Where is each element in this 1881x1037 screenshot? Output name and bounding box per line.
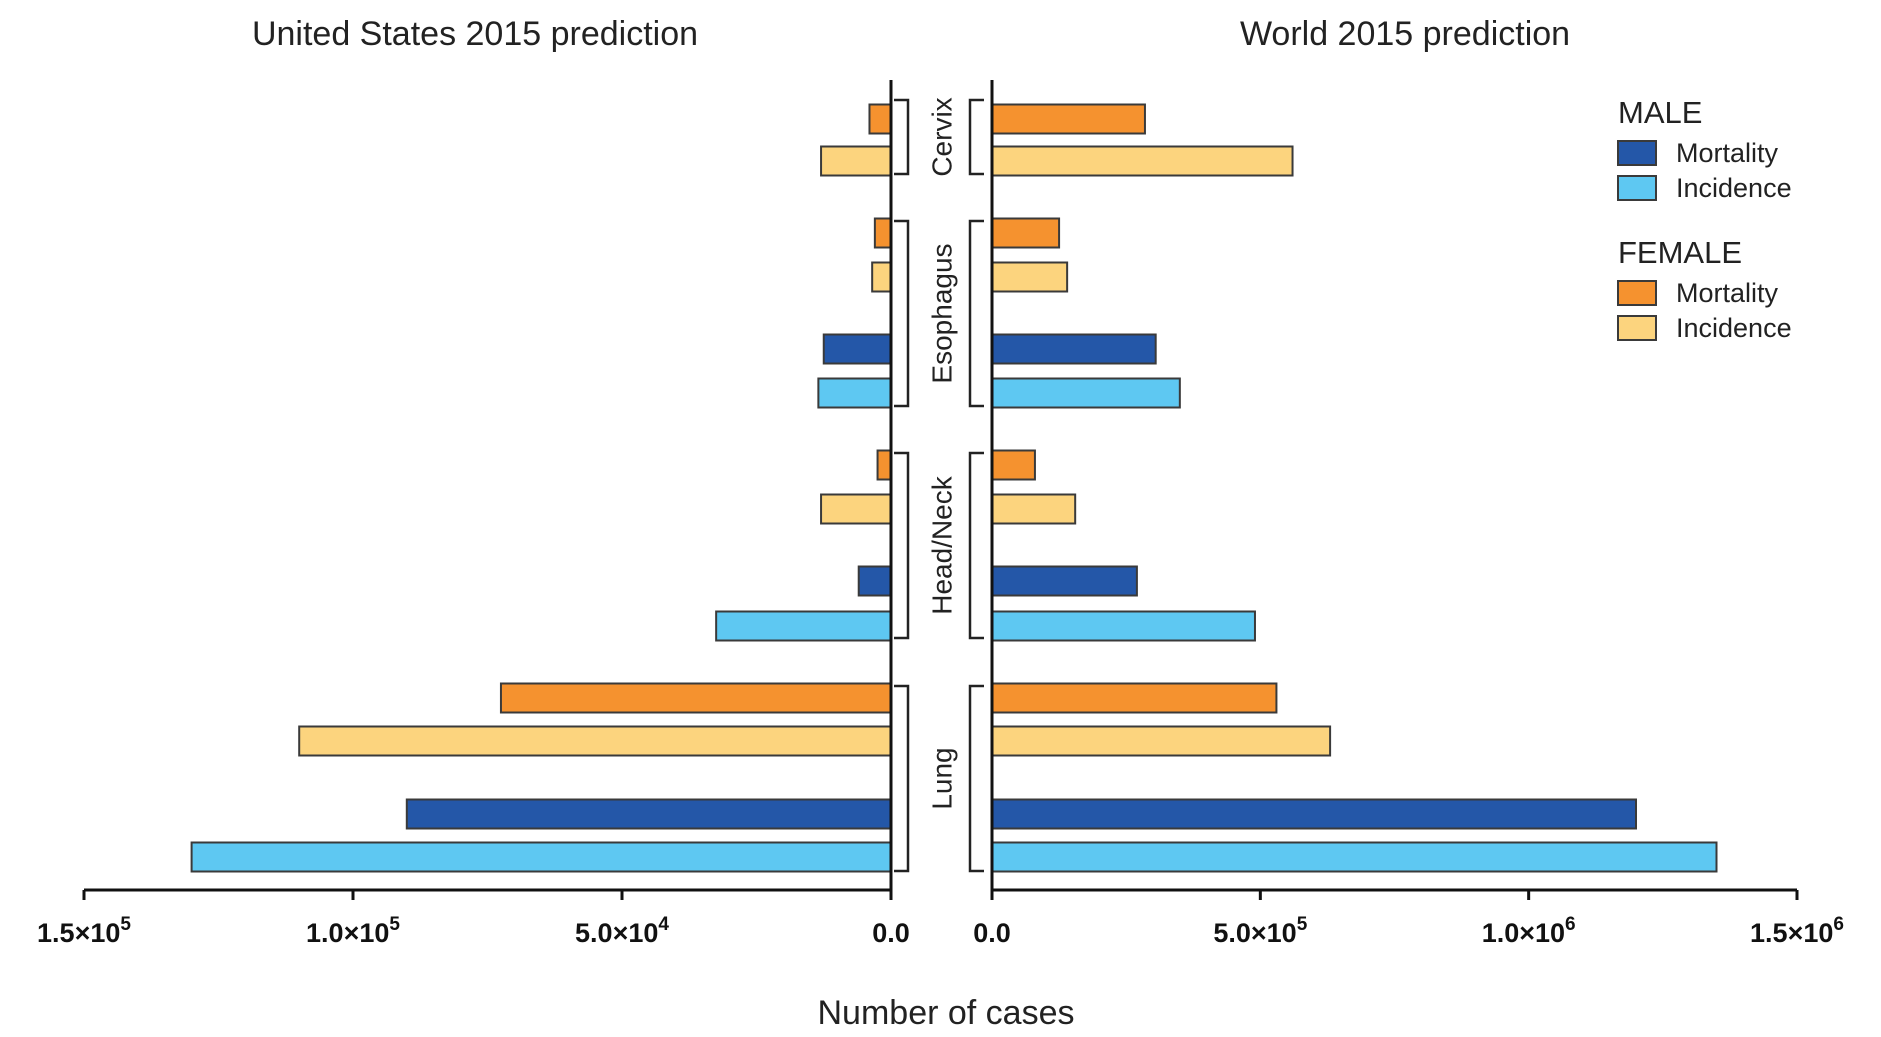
bar-us-esophagus-male-mortality xyxy=(822,333,892,365)
tick-label-world-0: 0.0 xyxy=(973,918,1011,948)
group-label-esophagus: Esophagus xyxy=(926,243,957,383)
bar-us-head-neck-female-mortality xyxy=(876,449,892,481)
legend-label-male-incidence: Incidence xyxy=(1676,173,1792,203)
group-label-cervix: Cervix xyxy=(926,97,957,176)
bracket-right-lung xyxy=(968,684,984,873)
bar-us-esophagus-female-incidence xyxy=(871,261,892,293)
legend-swatch-male-incidence xyxy=(1617,175,1657,201)
bracket-left-cervix xyxy=(894,98,910,176)
panel-title-us: United States 2015 prediction xyxy=(252,15,698,53)
bar-world-lung-female-incidence xyxy=(991,725,1332,757)
panel-title-world: World 2015 prediction xyxy=(1240,15,1570,53)
bar-us-head-neck-male-mortality xyxy=(857,565,892,597)
bar-world-esophagus-male-mortality xyxy=(991,333,1157,365)
group-label-lung: Lung xyxy=(926,747,957,809)
x-axis-title: Number of cases xyxy=(818,994,1075,1032)
bar-us-lung-female-mortality xyxy=(499,682,892,714)
bracket-right-esophagus xyxy=(968,219,984,408)
legend-section-title-male: MALE xyxy=(1618,95,1702,130)
bar-us-esophagus-male-incidence xyxy=(817,377,892,409)
bar-world-lung-male-incidence xyxy=(991,841,1718,873)
bar-world-esophagus-female-mortality xyxy=(991,217,1061,249)
legend-swatch-male-mortality xyxy=(1617,140,1657,166)
bar-world-head-neck-male-incidence xyxy=(991,610,1256,642)
bracket-left-lung xyxy=(894,684,910,873)
bar-us-cervix-female-mortality xyxy=(868,103,892,135)
legend-label-male-mortality: Mortality xyxy=(1676,138,1779,168)
bar-world-esophagus-male-incidence xyxy=(991,377,1181,409)
bracket-right-cervix xyxy=(968,98,984,176)
tick-label-us-0: 1.5×105 xyxy=(37,914,131,948)
bar-world-esophagus-female-incidence xyxy=(991,261,1069,293)
legend-label-female-incidence: Incidence xyxy=(1676,313,1792,343)
tick-label-us-2: 5.0×104 xyxy=(575,914,669,948)
bracket-left-esophagus xyxy=(894,219,910,408)
tick-label-world-3: 1.5×106 xyxy=(1750,914,1844,948)
tick-label-world-2: 1.0×106 xyxy=(1482,914,1576,948)
bar-world-lung-female-mortality xyxy=(991,682,1278,714)
legend-swatch-female-incidence xyxy=(1617,315,1657,341)
bar-us-lung-male-incidence xyxy=(190,841,893,873)
bar-us-lung-male-mortality xyxy=(405,798,892,830)
bar-world-cervix-female-incidence xyxy=(991,145,1294,177)
bar-world-cervix-female-mortality xyxy=(991,103,1146,135)
bar-world-head-neck-male-mortality xyxy=(991,565,1138,597)
group-label-head-neck: Head/Neck xyxy=(926,475,957,615)
legend-section-title-female: FEMALE xyxy=(1618,235,1742,270)
bar-world-head-neck-female-incidence xyxy=(991,493,1077,525)
bar-world-head-neck-female-mortality xyxy=(991,449,1036,481)
bar-world-lung-male-mortality xyxy=(991,798,1637,830)
tick-label-us-1: 1.0×105 xyxy=(306,914,400,948)
legend-label-female-mortality: Mortality xyxy=(1676,278,1779,308)
legend-swatch-female-mortality xyxy=(1617,280,1657,306)
tick-label-world-1: 5.0×105 xyxy=(1213,914,1307,948)
bar-us-head-neck-female-incidence xyxy=(820,493,892,525)
tick-label-us-3: 0.0 xyxy=(872,918,910,948)
bracket-right-head-neck xyxy=(968,451,984,640)
bar-us-lung-female-incidence xyxy=(298,725,892,757)
bar-us-esophagus-female-mortality xyxy=(873,217,892,249)
bar-us-head-neck-male-incidence xyxy=(715,610,893,642)
bracket-left-head-neck xyxy=(894,451,910,640)
bar-us-cervix-female-incidence xyxy=(820,145,892,177)
